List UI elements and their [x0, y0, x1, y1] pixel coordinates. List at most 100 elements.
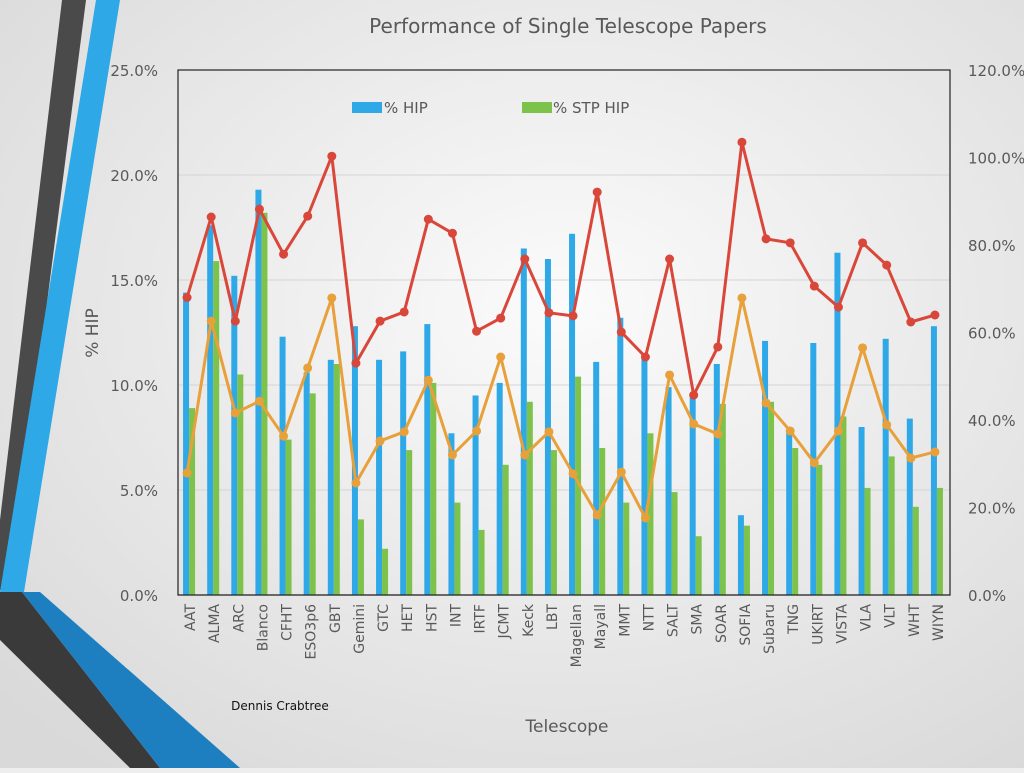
bar-stp-hip — [526, 401, 533, 595]
bar-hip — [448, 433, 455, 595]
x-tick-label: GTC — [376, 604, 392, 632]
x-tick-label: Magellan — [569, 604, 585, 667]
x-tick-label: CFHT — [280, 604, 296, 641]
bar-stp-hip — [623, 502, 630, 595]
x-tick-label: UKIRT — [810, 604, 826, 645]
x-tick-label: MMT — [617, 604, 633, 637]
line-point-3 — [785, 426, 795, 436]
y2-tick-label: 20.0% — [968, 500, 1016, 518]
legend-swatch-hip — [352, 102, 382, 113]
x-tick-label: GBT — [328, 604, 344, 633]
author-credit: Dennis Crabtree — [231, 699, 329, 713]
x-tick-label: WHT — [907, 604, 923, 637]
line-point-3 — [858, 343, 868, 353]
line-point-3 — [303, 363, 313, 373]
line-point-3 — [472, 426, 482, 436]
bar-stp-hip — [768, 401, 775, 595]
x-tick-label: SOFIA — [738, 604, 754, 646]
bar-stp-hip — [888, 456, 895, 595]
x-tick-label: WIYN — [931, 604, 947, 641]
line-series-2 — [185, 140, 936, 397]
bar-hip — [834, 252, 841, 595]
line-point-2 — [665, 254, 675, 264]
x-tick-label: ARC — [231, 604, 247, 633]
x-tick-label: ALMA — [207, 604, 223, 643]
line-point-2 — [713, 342, 723, 352]
y2-tick-label: 120.0% — [968, 62, 1024, 80]
bar-hip — [858, 427, 865, 595]
line-point-2 — [640, 352, 650, 362]
line-point-2 — [206, 212, 216, 222]
line-point-2 — [689, 390, 699, 400]
bar-stp-hip — [285, 439, 292, 595]
line-point-3 — [809, 458, 819, 468]
line-point-3 — [423, 375, 433, 385]
line-point-2 — [761, 234, 771, 244]
x-tick-label: HST — [424, 604, 440, 632]
bar-stp-hip — [792, 448, 799, 595]
y-tick-label: 25.0% — [110, 62, 158, 80]
line-point-2 — [447, 228, 457, 238]
line-point-3 — [230, 408, 240, 418]
line-point-3 — [616, 467, 626, 477]
line-point-2 — [930, 310, 940, 320]
x-tick-label: HET — [400, 604, 416, 632]
bar-stp-hip — [599, 448, 606, 595]
bar-stp-hip — [309, 393, 316, 595]
y-tick-label: 10.0% — [110, 377, 158, 395]
x-axis-label: Telescope — [525, 717, 609, 737]
bar-hip — [472, 395, 479, 595]
x-tick-label: VLA — [859, 604, 875, 632]
bar-stp-hip — [430, 382, 437, 595]
bar-stp-hip — [695, 536, 702, 595]
line-point-3 — [737, 293, 747, 303]
bar-stp-hip — [261, 212, 268, 596]
bar-stp-hip — [647, 433, 654, 595]
chart-title: Performance of Single Telescope Papers — [369, 14, 767, 38]
bar-stp-hip — [237, 374, 244, 595]
bar-hip — [882, 338, 889, 595]
bar-stp-hip — [333, 364, 340, 595]
line-point-2 — [592, 187, 602, 197]
legend: % HIP % STP HIP — [352, 99, 629, 117]
bar-hip — [906, 418, 913, 595]
x-tick-label: VLT — [883, 604, 899, 628]
bar-stp-hip — [575, 376, 582, 595]
line-point-2 — [496, 313, 506, 323]
line-series-3 — [185, 296, 936, 520]
bar-hip — [930, 326, 937, 595]
bar-stp-hip — [840, 416, 847, 595]
x-tick-label: JCMT — [497, 604, 513, 640]
x-tick-label: Gemini — [352, 604, 368, 654]
y-axis-label: % HIP — [83, 308, 103, 358]
bar-stp-hip — [743, 525, 750, 595]
line-point-3 — [279, 431, 289, 441]
bar-hip — [183, 292, 190, 595]
bar-hip — [303, 372, 310, 595]
plot-frame — [177, 69, 951, 596]
line-point-2 — [254, 204, 264, 214]
bar-hip — [496, 382, 503, 595]
bar-stp-hip — [454, 502, 461, 595]
x-tick-label: Mayall — [593, 604, 609, 649]
bar-stp-hip — [816, 464, 823, 595]
line-point-2 — [737, 137, 747, 147]
bar-hip — [207, 225, 214, 595]
x-tick-label: SALT — [666, 604, 682, 638]
line-point-3 — [713, 429, 723, 439]
bar-stp-hip — [550, 450, 557, 595]
line-point-2 — [544, 308, 554, 318]
bar-stp-hip — [864, 487, 871, 595]
x-tick-label: NTT — [641, 604, 657, 632]
bar-stp-hip — [719, 403, 726, 595]
line-point-3 — [665, 370, 675, 380]
line-point-3 — [447, 450, 457, 460]
x-tick-label: VISTA — [834, 604, 850, 644]
y2-tick-label: 100.0% — [968, 150, 1024, 168]
line-point-3 — [327, 293, 337, 303]
line-point-2 — [472, 326, 482, 336]
bar-hip — [689, 397, 696, 595]
x-tick-label: SMA — [690, 604, 706, 635]
line-point-2 — [906, 317, 916, 327]
line-point-3 — [640, 513, 650, 523]
